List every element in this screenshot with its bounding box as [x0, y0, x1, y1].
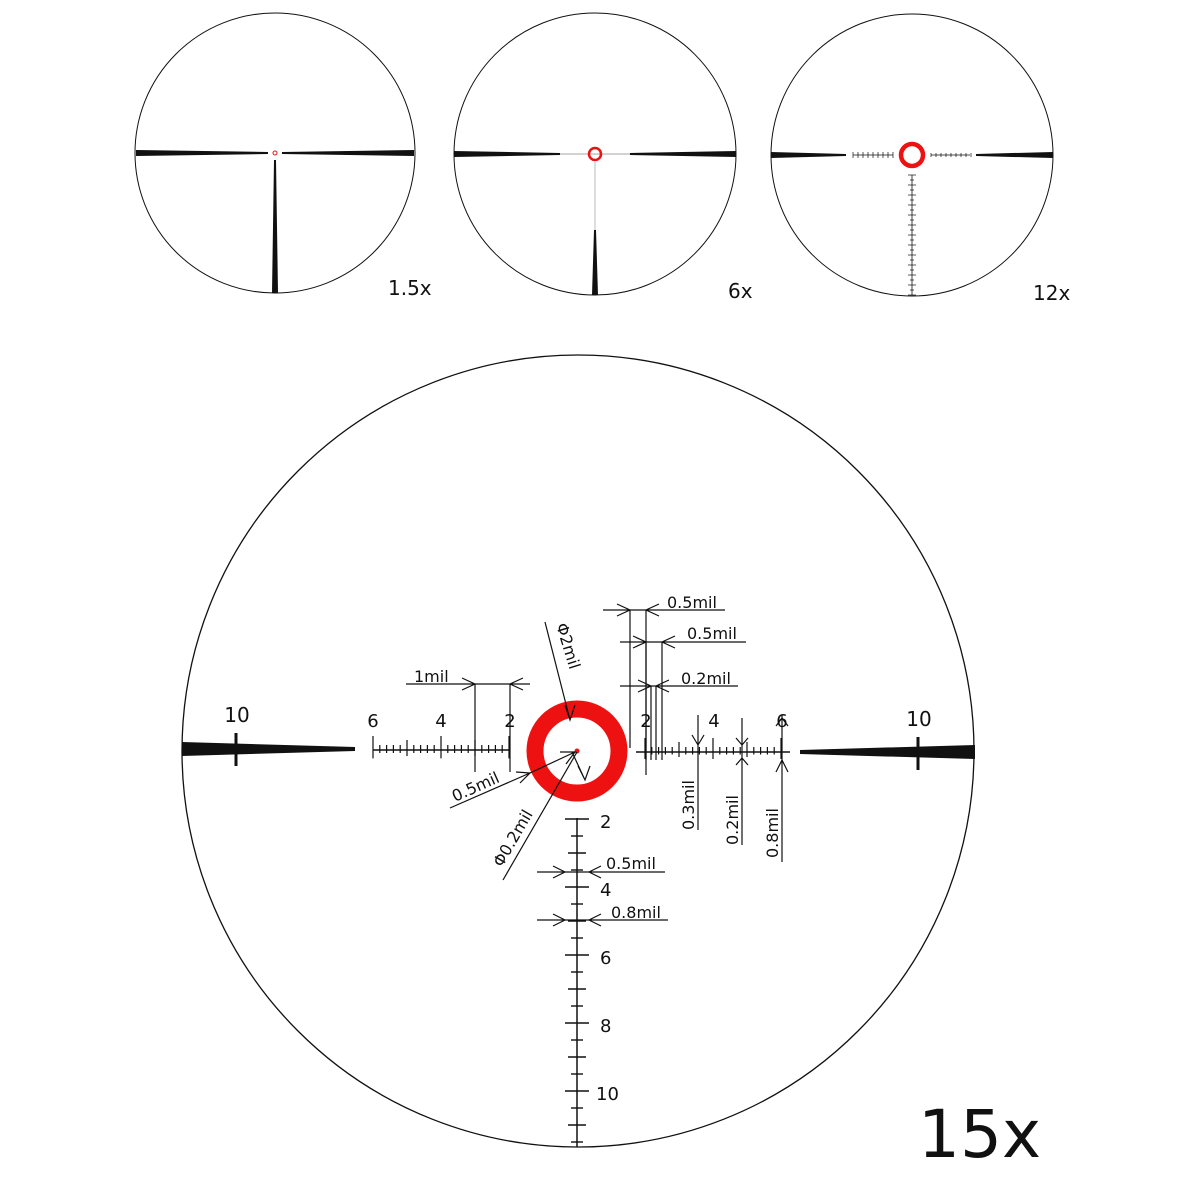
dimension-label: 0.5mil: [606, 854, 656, 873]
magnification-label: 12x: [1033, 281, 1070, 305]
scale-label: 6: [367, 711, 378, 732]
magnification-label: 1.5x: [388, 276, 432, 300]
left-post-label: 10: [224, 703, 249, 727]
right-post: [630, 151, 736, 157]
dimension-label: Φ0.2mil: [489, 806, 537, 870]
red-ring: [526, 700, 628, 802]
view-1-5x: 1.5x: [134, 12, 432, 300]
scale-label: 8: [600, 1016, 611, 1037]
bottom-post: [592, 230, 598, 295]
right-post: [976, 152, 1053, 158]
right-post: [800, 745, 975, 759]
scale-label: 2: [600, 812, 611, 833]
dimension-label: 0.8mil: [611, 903, 661, 922]
dimension-label: 0.2mil: [681, 669, 731, 688]
right-post: [282, 150, 414, 156]
dimension-label: 0.3mil: [679, 780, 698, 830]
bottom-post: [272, 160, 278, 293]
scale-label: 10: [596, 1084, 619, 1105]
scale-label: 4: [708, 711, 719, 732]
red-ring: [898, 141, 926, 169]
red-ring: [587, 146, 603, 162]
left-post: [771, 152, 846, 158]
left-post: [136, 150, 268, 156]
dimension-lines: [406, 603, 789, 927]
view-12x: 12x: [770, 13, 1070, 305]
left-post: [182, 742, 355, 756]
dimension-label: 0.5mil: [667, 593, 717, 612]
dimension-label: 0.5mil: [449, 768, 502, 806]
dimension-label: 0.8mil: [763, 808, 782, 858]
center-dot: [574, 748, 580, 754]
dimension-label: 1mil: [414, 667, 449, 686]
right-post-label: 10: [906, 707, 931, 731]
view-15x: 10 10 6 4 2 2 4 6 2 4 6 8 10: [181, 152, 1041, 1173]
scale-label: 4: [600, 880, 611, 901]
scale-label: 6: [600, 948, 611, 969]
magnification-label: 15x: [918, 1096, 1041, 1173]
scale-label: 4: [435, 711, 446, 732]
dimension-label: Φ2mil: [552, 621, 584, 672]
dimension-label: 0.5mil: [687, 624, 737, 643]
view-6x: 6x: [453, 12, 753, 303]
left-post: [454, 151, 560, 157]
dimension-label: 0.2mil: [723, 795, 742, 845]
magnification-label: 6x: [728, 279, 753, 303]
center-dot: [272, 150, 278, 156]
